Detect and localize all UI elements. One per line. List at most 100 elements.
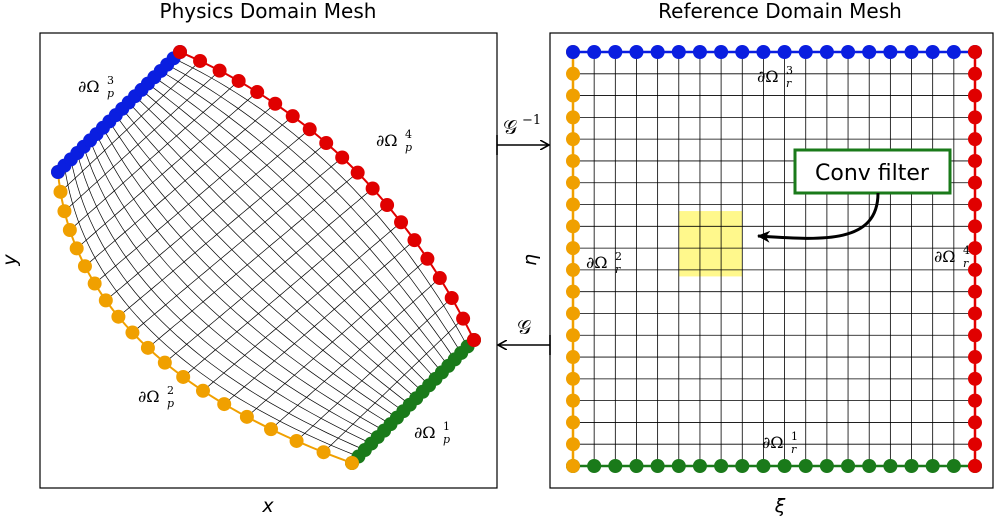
mesh-line [223,239,415,405]
boundary-node [735,459,750,473]
boundary-label: ∂Ω [376,131,398,150]
boundary-node [968,459,982,473]
boundary-node [968,88,982,103]
boundary-node [566,284,580,299]
x-axis-label: ξ [774,495,786,517]
boundary-sub: r [786,77,792,90]
boundary-node [777,45,792,59]
reference-frame [549,32,994,489]
mesh-line [134,95,430,386]
boundary-node [302,122,317,137]
mesh-line [270,277,441,430]
boundary-node [566,437,580,452]
boundary-node [968,197,982,212]
boundary-node [566,153,580,168]
mesh-line [147,83,443,373]
boundary-sup: 3 [107,74,114,87]
map-label: 𝒢 [503,115,517,139]
boundary-node [407,233,422,248]
boundary-sup: 1 [443,420,450,433]
boundary-node [819,45,834,59]
boundary-node [841,459,856,473]
boundary-node [335,150,350,165]
boundary-sup: 4 [405,128,412,141]
boundary-node [566,88,580,103]
boundary-node [345,456,359,470]
mesh-line [105,129,310,301]
boundary-node [319,136,334,151]
boundary-node [968,262,982,277]
boundary-node [714,45,729,59]
boundary-node [217,397,232,412]
boundary-sup: 4 [963,244,970,257]
filter-arrow [757,192,880,243]
boundary-node [946,459,961,473]
boundary-node [925,459,940,473]
boundary-node [111,309,126,324]
mesh-line [182,204,388,378]
boundary-node [566,306,580,321]
boundary-node [968,219,982,234]
mesh-line [64,70,220,212]
boundary-node [798,459,813,473]
boundary-node [968,437,982,452]
boundary-node [57,204,72,219]
boundary-node [53,184,68,199]
mesh-line [173,57,468,347]
mesh-line [141,89,436,380]
boundary-curve [57,171,353,464]
boundary-node [566,328,580,343]
boundary-node [968,153,982,168]
boundary-node [862,45,877,59]
boundary-node [566,393,580,408]
boundary-label: ∂Ω [762,433,784,452]
mesh-line [164,188,373,363]
boundary-sup: 1 [791,430,798,443]
boundary-sup: 2 [167,384,174,397]
boundary-node [883,459,898,473]
y-axis-label: η [519,254,541,266]
panel-title: Physics Domain Mesh [160,0,377,23]
boundary-node [608,45,623,59]
boundary-node [157,355,172,370]
mesh-line [64,165,359,457]
boundary-node [968,306,982,321]
mesh-line [246,258,428,418]
boundary-curve [179,51,475,341]
mesh-line [118,142,327,317]
boundary-sub: r [963,257,969,270]
boundary-node [566,241,580,256]
boundary-node [566,45,580,59]
boundary-node [968,132,982,147]
x-axis-label: x [261,495,274,517]
boundary-label: ∂Ω [934,247,956,266]
boundary-node [285,109,300,124]
boundary-node [692,459,707,473]
filter-label: Conv filter [815,161,930,186]
boundary-node [69,241,84,256]
physics-panel [51,45,481,470]
map-label: 𝒢 [517,315,531,339]
boundary-node [195,383,210,398]
mesh-line [128,102,423,393]
boundary-sub: p [107,87,114,100]
mesh-line [167,64,462,354]
mesh-line [132,157,343,333]
boundary-label: ∂Ω [78,77,100,96]
boundary-node [968,110,982,125]
mesh-line [94,115,293,284]
boundary-node [231,73,246,88]
panel-title: Reference Domain Mesh [658,0,902,23]
boundary-node [289,433,304,448]
boundary-node [968,415,982,430]
boundary-node [925,45,940,59]
boundary-node [87,276,102,291]
boundary-node [968,371,982,386]
boundary-node [566,350,580,365]
boundary-node [798,45,813,59]
mesh-line [121,108,417,399]
boundary-node [756,45,771,59]
mesh-line [115,114,411,405]
boundary-node [566,219,580,234]
